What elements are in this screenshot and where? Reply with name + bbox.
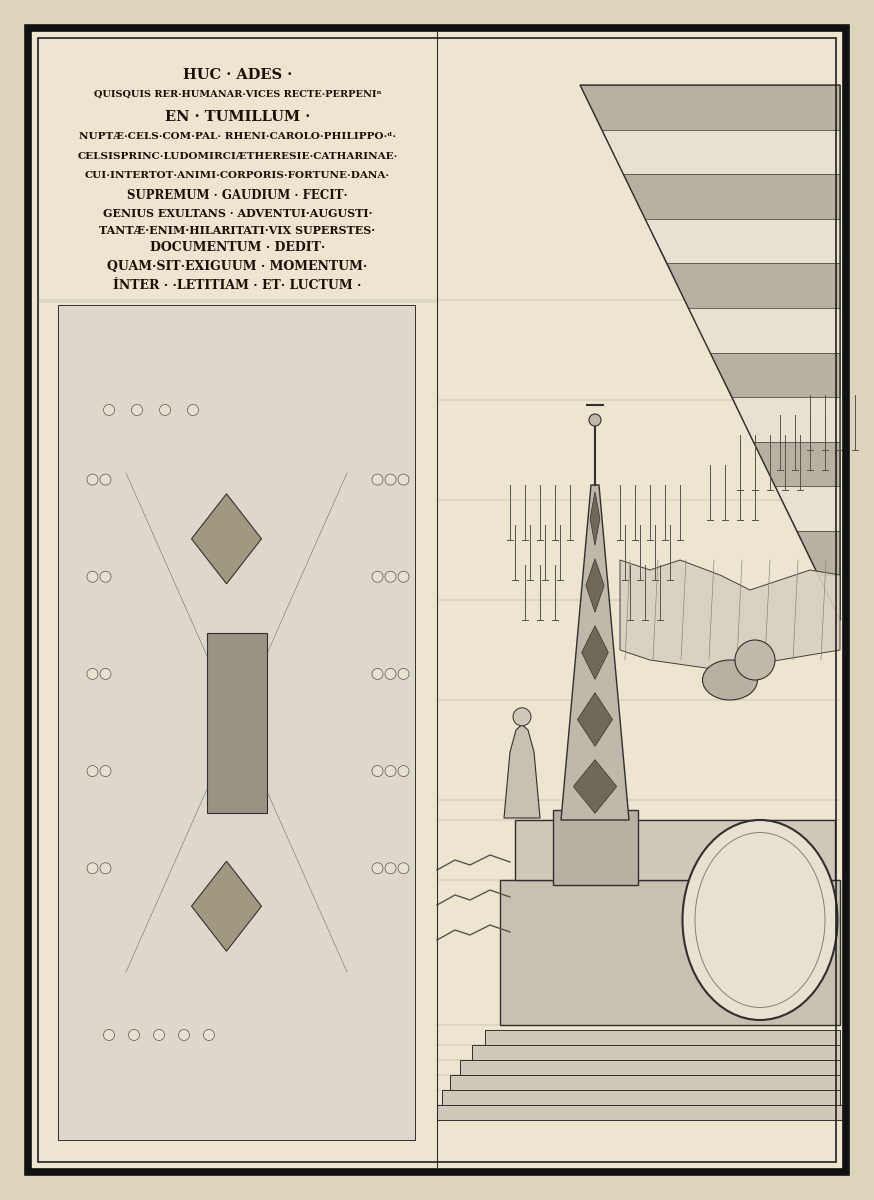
Text: SUPREMUM · GAUDIUM · FECIT·: SUPREMUM · GAUDIUM · FECIT· (128, 188, 348, 202)
Polygon shape (818, 576, 840, 620)
Circle shape (385, 766, 396, 776)
Polygon shape (797, 530, 840, 576)
Circle shape (103, 1030, 114, 1040)
Circle shape (372, 571, 383, 582)
Polygon shape (601, 130, 840, 174)
Polygon shape (710, 353, 840, 397)
Circle shape (131, 404, 142, 415)
Bar (553, 810, 638, 886)
Bar (500, 880, 840, 1025)
Circle shape (87, 766, 98, 776)
Polygon shape (775, 486, 840, 530)
Polygon shape (689, 308, 840, 353)
Polygon shape (753, 442, 840, 486)
Bar (472, 1045, 840, 1060)
Circle shape (398, 571, 409, 582)
Circle shape (103, 404, 114, 415)
Bar (485, 1030, 840, 1045)
Text: GENIUS EXULTANS · ADVENTUI·AUGUSTI·: GENIUS EXULTANS · ADVENTUI·AUGUSTI· (103, 208, 372, 218)
Polygon shape (586, 559, 604, 612)
Polygon shape (191, 862, 261, 952)
Text: CUI·INTERTOT·ANIMI·CORPORIS·FORTUNE·DANA·: CUI·INTERTOT·ANIMI·CORPORIS·FORTUNE·DANA… (85, 170, 390, 180)
Polygon shape (573, 760, 617, 814)
Bar (92, 389, 381, 1056)
Circle shape (87, 474, 98, 485)
Polygon shape (620, 560, 840, 670)
Polygon shape (667, 263, 840, 308)
Circle shape (385, 571, 396, 582)
Circle shape (100, 474, 111, 485)
Ellipse shape (703, 660, 758, 700)
Polygon shape (732, 397, 840, 442)
Polygon shape (582, 625, 608, 679)
Circle shape (735, 640, 775, 680)
Circle shape (87, 863, 98, 874)
Circle shape (372, 863, 383, 874)
Polygon shape (623, 174, 840, 218)
Circle shape (204, 1030, 214, 1040)
Polygon shape (590, 492, 600, 545)
Circle shape (398, 474, 409, 485)
Bar (75, 347, 398, 1098)
Bar (194, 641, 279, 804)
Circle shape (100, 668, 111, 679)
Circle shape (372, 474, 383, 485)
Bar (437, 1105, 845, 1120)
Circle shape (100, 766, 111, 776)
Circle shape (372, 668, 383, 679)
Bar (143, 515, 330, 930)
Bar (450, 1075, 840, 1090)
Text: QUISQUIS RER·HUMANAR·VICES RECTE·PERPENIⁿ: QUISQUIS RER·HUMANAR·VICES RECTE·PERPENI… (94, 90, 381, 98)
Circle shape (87, 571, 98, 582)
Circle shape (385, 474, 396, 485)
Bar (58, 305, 415, 1140)
Polygon shape (580, 85, 840, 130)
Polygon shape (645, 218, 840, 263)
Bar (442, 1090, 840, 1105)
Circle shape (100, 571, 111, 582)
Text: HUC · ADES ·: HUC · ADES · (183, 68, 292, 82)
Bar (206, 632, 267, 812)
Circle shape (372, 766, 383, 776)
Bar (211, 683, 262, 762)
Bar (126, 473, 347, 972)
Polygon shape (561, 485, 629, 820)
Polygon shape (191, 494, 261, 583)
Circle shape (385, 668, 396, 679)
Bar (109, 431, 364, 1014)
Text: ÍNTER · ·LETITIAM · ET· LUCTUM ·: ÍNTER · ·LETITIAM · ET· LUCTUM · (114, 278, 362, 292)
Ellipse shape (683, 820, 837, 1020)
Circle shape (589, 414, 601, 426)
Circle shape (87, 668, 98, 679)
Polygon shape (504, 725, 540, 818)
Circle shape (385, 863, 396, 874)
Text: QUAM·SIT·EXIGUUM · MOMENTUM·: QUAM·SIT·EXIGUUM · MOMENTUM· (108, 260, 368, 272)
Circle shape (100, 863, 111, 874)
Circle shape (513, 708, 531, 726)
Text: TANTÆ·ENIM·HILARITATI·VIX SUPERSTES·: TANTÆ·ENIM·HILARITATI·VIX SUPERSTES· (100, 226, 376, 236)
Text: CELSISPRINC·LUDOMIRCIÆTHERESIE·CATHARINAE·: CELSISPRINC·LUDOMIRCIÆTHERESIE·CATHARINA… (77, 152, 398, 161)
Bar (177, 599, 296, 846)
Text: DOCUMENTUM · DEDIT·: DOCUMENTUM · DEDIT· (149, 241, 325, 254)
Circle shape (154, 1030, 164, 1040)
Circle shape (398, 863, 409, 874)
Circle shape (188, 404, 198, 415)
Polygon shape (578, 692, 613, 746)
Bar (460, 1060, 840, 1075)
Circle shape (178, 1030, 190, 1040)
Bar (211, 683, 262, 762)
Text: EN · TUMILLUM ·: EN · TUMILLUM · (165, 110, 310, 124)
Circle shape (398, 668, 409, 679)
Circle shape (398, 766, 409, 776)
Circle shape (128, 1030, 140, 1040)
Circle shape (159, 404, 170, 415)
Bar (515, 820, 835, 880)
Bar (160, 557, 313, 888)
Text: NUPTÆ·CELS·COM·PAL· RHENI·CAROLO·PHILIPPO·ᵈ·: NUPTÆ·CELS·COM·PAL· RHENI·CAROLO·PHILIPP… (79, 132, 396, 140)
